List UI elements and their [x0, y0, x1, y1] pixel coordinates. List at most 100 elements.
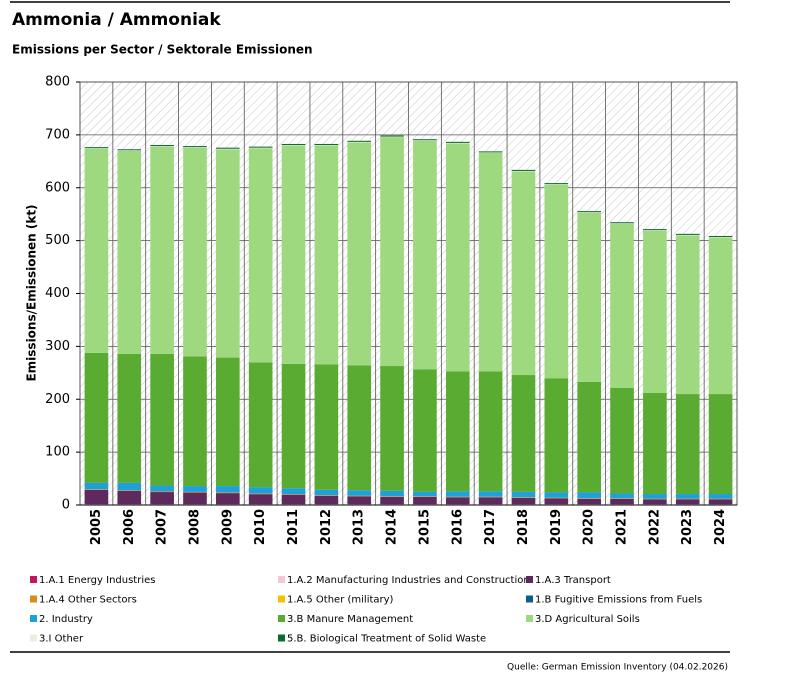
- bar-segment: [676, 235, 700, 394]
- x-tick-label: 2012: [319, 509, 334, 545]
- bar-segment: [479, 371, 503, 491]
- x-tick-label: 2007: [155, 509, 170, 545]
- bar-segment: [249, 147, 273, 148]
- bar-segment: [282, 494, 306, 495]
- bar-segment: [249, 362, 273, 487]
- bar-segment: [117, 491, 141, 504]
- bar-segment: [117, 151, 141, 354]
- bar-segment: [544, 492, 568, 497]
- legend-label: 5.B. Biological Treatment of Solid Waste: [287, 634, 486, 645]
- y-tick-label: 100: [45, 445, 70, 460]
- legend-swatch: [278, 596, 285, 603]
- bar-segment: [643, 499, 667, 504]
- bar-segment: [249, 148, 273, 362]
- bar-segment: [183, 148, 207, 357]
- bar-segment: [216, 148, 240, 149]
- bar-segment: [643, 499, 667, 500]
- bar-segment: [183, 357, 207, 487]
- y-tick-label: 800: [45, 75, 70, 90]
- legend-swatch: [278, 615, 285, 622]
- x-tick-label: 2024: [713, 509, 728, 545]
- bar-segment: [610, 222, 634, 223]
- bar-segment: [183, 146, 207, 147]
- legend-swatch: [30, 596, 37, 603]
- bar-segment: [676, 499, 700, 500]
- legend-label: 1.A.3 Transport: [535, 575, 611, 586]
- legend-label: 1.A.1 Energy Industries: [39, 575, 155, 586]
- bar-segment: [347, 496, 371, 497]
- legend-label: 3.I Other: [39, 634, 84, 645]
- bar-segment: [676, 499, 700, 504]
- bar-segment: [249, 494, 273, 504]
- bar-segment: [709, 236, 733, 237]
- bar-segment: [479, 491, 503, 496]
- bar-segment: [150, 492, 174, 504]
- chart-subtitle: Emissions per Sector / Sektorale Emissio…: [12, 43, 313, 57]
- bar-segment: [709, 499, 733, 500]
- bar-segment: [544, 184, 568, 185]
- legend-swatch: [526, 615, 533, 622]
- x-tick-label: 2008: [187, 509, 202, 545]
- x-tick-label: 2015: [417, 509, 432, 545]
- bar-segment: [150, 145, 174, 146]
- legend-label: 1.A.4 Other Sectors: [39, 595, 137, 606]
- bar-segment: [544, 498, 568, 504]
- bar-segment: [709, 499, 733, 504]
- bar-segment: [413, 492, 437, 496]
- legend-swatch: [526, 576, 533, 583]
- bar-segment: [512, 498, 536, 504]
- bar-segment: [347, 366, 371, 491]
- bar-segment: [577, 499, 601, 504]
- bar-segment: [413, 496, 437, 497]
- bar-segment: [347, 490, 371, 495]
- bar-segment: [643, 229, 667, 230]
- bar-segment: [117, 490, 141, 491]
- bar-segment: [216, 149, 240, 357]
- bar-segment: [577, 211, 601, 212]
- bar-segment: [249, 148, 273, 149]
- y-axis-label: Emissions/Emissionen (kt): [25, 204, 39, 381]
- bar-segment: [709, 237, 733, 238]
- bar-segment: [150, 147, 174, 354]
- bar-segment: [446, 497, 470, 504]
- bar-segment: [315, 495, 339, 496]
- legend-swatch: [278, 635, 285, 642]
- bar-segment: [544, 185, 568, 379]
- x-tick-label: 2019: [549, 509, 564, 545]
- bar-segment: [216, 486, 240, 492]
- bar-segment: [413, 141, 437, 369]
- legend-swatch: [30, 615, 37, 622]
- bar-segment: [216, 149, 240, 150]
- bar-segment: [315, 490, 339, 495]
- bar-segment: [676, 235, 700, 236]
- bar-segment: [347, 496, 371, 504]
- bar-segment: [117, 354, 141, 483]
- y-tick-label: 400: [45, 286, 70, 301]
- legend-swatch: [30, 576, 37, 583]
- bar-segment: [315, 145, 339, 146]
- bar-segment: [85, 483, 109, 489]
- bar-segment: [315, 364, 339, 489]
- bar-segment: [610, 493, 634, 498]
- bar-segment: [643, 231, 667, 393]
- bar-segment: [577, 492, 601, 498]
- x-tick-label: 2014: [385, 509, 400, 545]
- bar-segment: [544, 183, 568, 184]
- bar-segment: [380, 137, 404, 138]
- bar-segment: [282, 146, 306, 364]
- bar-segment: [512, 171, 536, 172]
- bar-segment: [150, 146, 174, 147]
- bar-segment: [380, 496, 404, 497]
- bar-segment: [413, 369, 437, 492]
- bar-segment: [347, 142, 371, 365]
- x-tick-label: 2010: [253, 509, 268, 545]
- bar-segment: [216, 358, 240, 486]
- bar-segment: [183, 486, 207, 492]
- bar-segment: [577, 212, 601, 213]
- x-tick-label: 2011: [286, 509, 301, 545]
- bar-segment: [709, 394, 733, 494]
- legend-label: 3.D Agricultural Soils: [535, 614, 640, 625]
- bar-segment: [479, 152, 503, 153]
- bar-segment: [610, 498, 634, 499]
